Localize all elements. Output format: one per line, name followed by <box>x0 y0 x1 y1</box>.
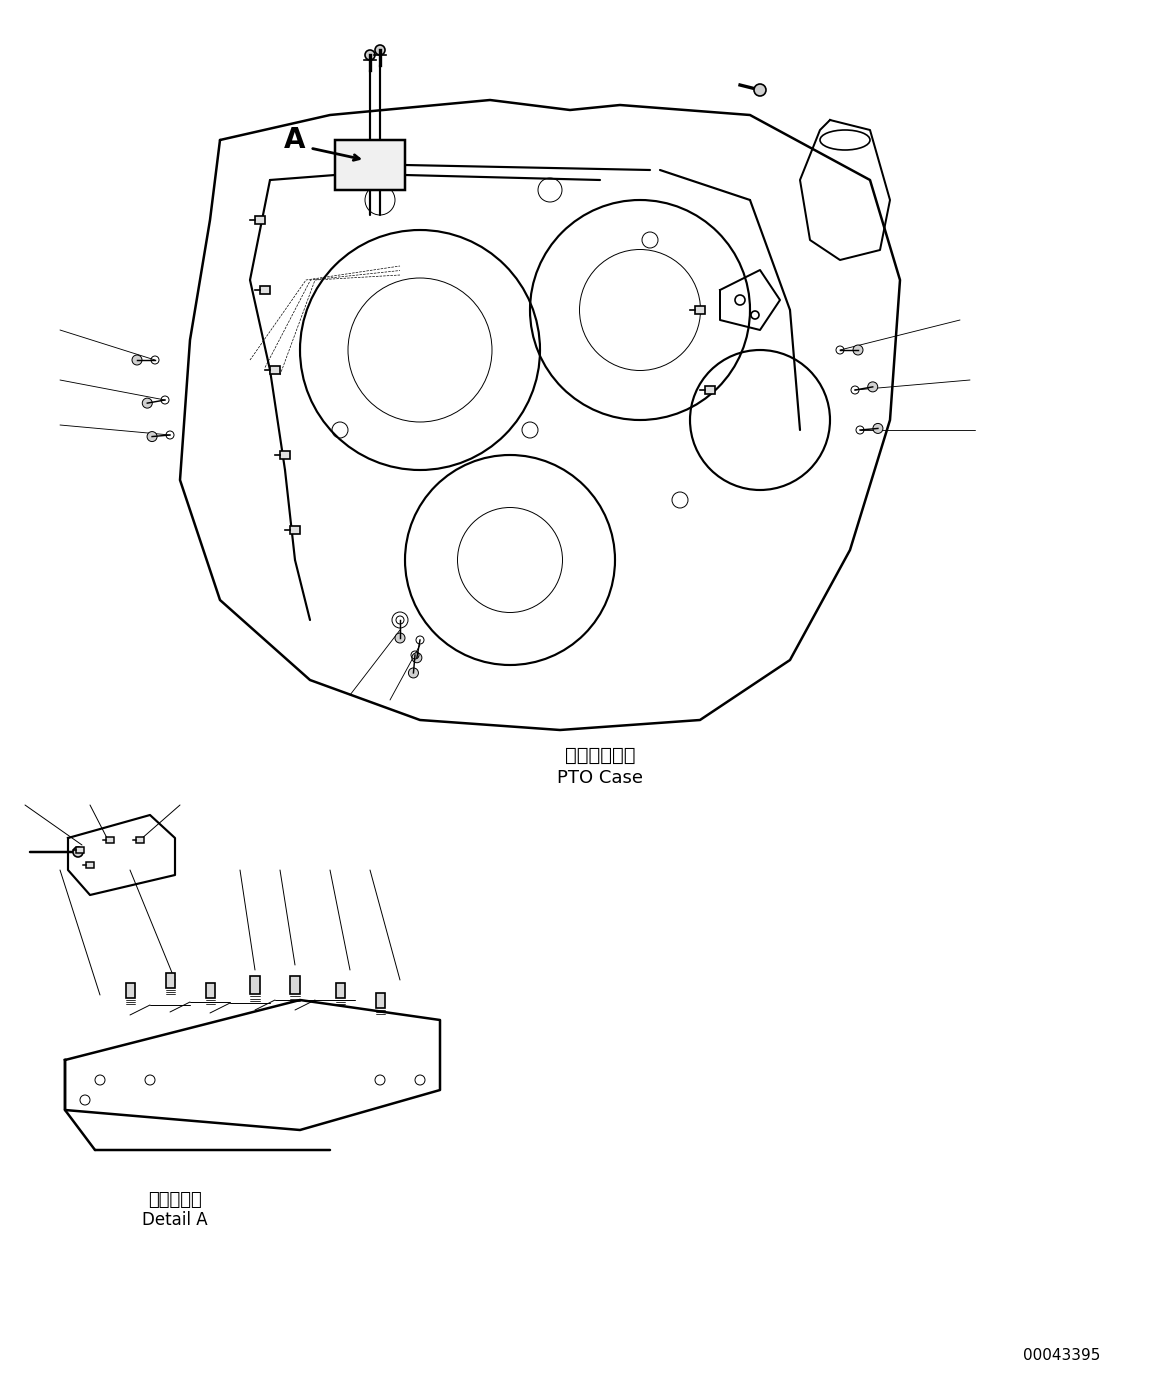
Bar <box>165 973 174 988</box>
Circle shape <box>395 633 405 643</box>
Text: Ａ　詳　細: Ａ 詳 細 <box>148 1191 202 1209</box>
Bar <box>335 983 344 998</box>
Bar <box>126 983 135 998</box>
Circle shape <box>374 46 385 55</box>
Circle shape <box>412 652 422 663</box>
Circle shape <box>852 346 863 355</box>
Text: Detail A: Detail A <box>142 1211 208 1229</box>
Bar <box>106 837 114 843</box>
Text: A: A <box>284 126 306 153</box>
Bar <box>261 286 270 293</box>
Bar <box>705 387 715 394</box>
Circle shape <box>131 355 142 365</box>
Text: ＰＴＯケース: ＰＴＯケース <box>565 745 635 764</box>
Bar <box>291 527 300 533</box>
Circle shape <box>873 423 883 434</box>
Bar <box>290 976 300 994</box>
Bar <box>270 366 280 373</box>
Bar <box>206 983 214 998</box>
Circle shape <box>73 847 83 857</box>
Bar <box>255 217 265 224</box>
Bar <box>376 992 385 1007</box>
Bar <box>335 140 405 189</box>
Text: PTO Case: PTO Case <box>557 768 643 786</box>
Bar <box>77 847 84 853</box>
Circle shape <box>868 381 878 392</box>
Bar <box>136 837 143 843</box>
Bar <box>695 307 705 314</box>
Text: 00043395: 00043395 <box>1022 1347 1100 1363</box>
Circle shape <box>142 398 152 408</box>
Bar <box>86 862 93 868</box>
Circle shape <box>754 84 766 95</box>
Circle shape <box>365 50 374 59</box>
Bar <box>280 452 290 459</box>
Circle shape <box>408 668 419 679</box>
Bar <box>250 976 261 994</box>
Circle shape <box>147 431 157 442</box>
